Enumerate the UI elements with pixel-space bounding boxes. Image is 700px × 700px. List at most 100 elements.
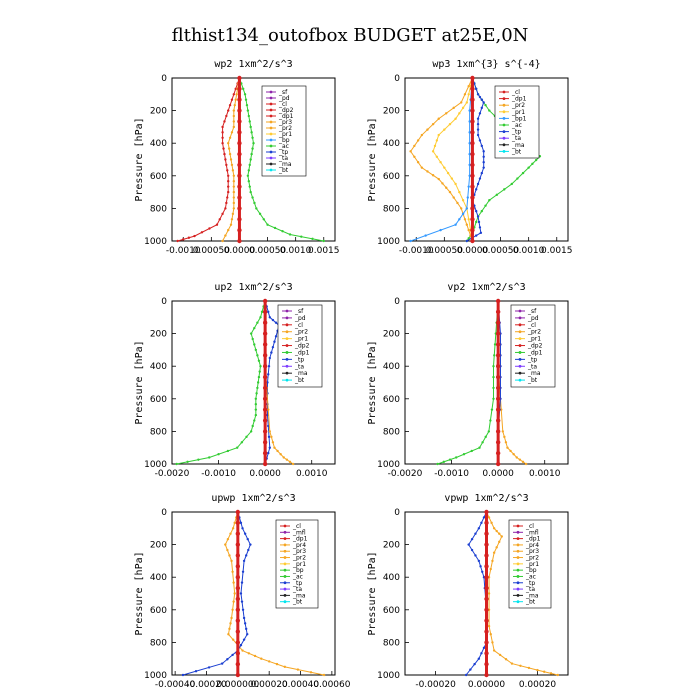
- series-marker-ac: [256, 354, 259, 357]
- series-marker-pr1: [437, 133, 440, 137]
- series-marker-ac: [493, 354, 496, 357]
- series-marker-ac: [322, 239, 325, 243]
- series-marker-pr: [285, 458, 289, 461]
- series-marker-pr: [291, 462, 295, 466]
- series-marker-pr: [510, 662, 514, 665]
- series-marker-cl: [495, 353, 501, 358]
- series-marker-pr: [463, 93, 467, 96]
- series-marker-pr: [463, 218, 467, 221]
- series-marker-pr: [500, 535, 503, 538]
- series-marker-ac: [258, 212, 262, 216]
- series-marker-tp: [247, 548, 250, 552]
- series-marker-ac: [254, 348, 258, 352]
- legend-marker: [269, 126, 273, 130]
- series-marker-pr: [527, 666, 531, 670]
- series-marker-cl: [484, 575, 489, 580]
- series-marker-tp: [476, 122, 480, 126]
- series-marker-cl: [484, 640, 489, 645]
- legend-marker: [285, 351, 289, 354]
- series-marker-pr: [448, 190, 452, 194]
- series-marker-dp: [221, 136, 224, 139]
- series-marker-dp: [226, 196, 229, 199]
- series-marker-tp: [479, 231, 483, 235]
- series-marker-bp: [468, 109, 471, 112]
- series-marker-pr: [232, 581, 235, 584]
- panel-4: vp2 1xm^2/s^3 Pressure [hPa] 0 200 400 600 800…: [367, 282, 569, 479]
- series-marker-pr: [519, 664, 522, 667]
- series-marker-pr1: [465, 101, 469, 104]
- series-marker-ac: [255, 207, 258, 210]
- series-marker-pr: [241, 649, 244, 652]
- series-marker-pr: [230, 559, 233, 563]
- series-marker-cl: [495, 320, 501, 325]
- series-marker-pr: [524, 462, 528, 466]
- legend-marker: [269, 120, 273, 124]
- legend-marker: [285, 378, 289, 382]
- x-tick-label: -0.0010: [399, 246, 434, 256]
- series-marker-tp: [220, 662, 224, 665]
- series-marker-tp: [242, 559, 246, 563]
- series-marker-cl: [470, 97, 475, 102]
- legend-label: _mfl: [525, 529, 539, 536]
- legend-marker: [516, 543, 520, 547]
- series-marker-bp: [465, 207, 469, 210]
- series-marker-pr: [426, 170, 429, 173]
- series-marker-dp: [200, 231, 204, 234]
- legend-marker: [518, 316, 522, 320]
- legend-marker: [518, 357, 522, 361]
- series-marker-cl: [237, 97, 242, 102]
- series-marker-tp: [274, 321, 278, 324]
- series-marker-pr: [556, 673, 560, 677]
- series-marker-pr: [227, 228, 230, 232]
- series-marker-ac: [478, 446, 481, 449]
- series-marker-pr: [231, 570, 234, 573]
- series-marker-cl: [495, 342, 501, 347]
- series-marker-dp: [225, 201, 228, 205]
- series-marker-pr: [426, 128, 429, 131]
- series-marker-dp: [208, 227, 211, 230]
- series-marker-bp: [424, 234, 427, 237]
- series-marker-pr: [227, 142, 230, 145]
- series-marker-tp: [267, 435, 271, 439]
- series-marker-cl: [495, 309, 501, 315]
- legend-label: _dp2: [278, 107, 294, 114]
- series-marker-ac: [484, 103, 487, 107]
- series-marker-tp: [207, 666, 211, 669]
- legend-label: _cl: [292, 523, 301, 530]
- series-marker-pr: [247, 652, 250, 655]
- series-marker-ac: [252, 142, 255, 145]
- legend-marker: [502, 150, 506, 153]
- series-marker-pr: [309, 671, 313, 674]
- series-marker-pr1: [461, 199, 465, 202]
- series-marker-cl: [495, 385, 501, 391]
- series-marker-bp: [468, 152, 471, 156]
- series-marker-ac: [249, 190, 252, 194]
- series-marker-tp: [474, 554, 477, 557]
- series-marker-tp: [482, 150, 485, 153]
- series-marker-pr1: [443, 128, 446, 131]
- series-marker-ac: [492, 365, 495, 368]
- series-marker-cl: [470, 184, 475, 189]
- legend-label: _cl: [511, 89, 520, 96]
- series-marker-pr: [456, 201, 459, 205]
- series-marker-ac: [248, 163, 251, 167]
- series-marker-ac: [249, 125, 252, 129]
- series-marker-tp: [482, 166, 485, 169]
- series-marker-cl: [235, 585, 241, 591]
- series-marker-pr: [230, 131, 234, 134]
- series-marker-dp: [234, 87, 237, 91]
- series-marker-pr1: [433, 144, 437, 148]
- series-marker-cl: [484, 629, 489, 634]
- series-marker-tp: [478, 95, 482, 99]
- y-axis-label: Pressure [hPa]: [367, 551, 378, 635]
- series-marker-cl: [237, 162, 242, 168]
- series-marker-pr: [231, 169, 235, 172]
- series-marker-tp: [480, 521, 483, 525]
- legend-label: _tp: [511, 129, 521, 136]
- series-marker-cl: [495, 461, 501, 467]
- series-marker-tp: [482, 161, 485, 164]
- series-marker-pr1: [461, 106, 465, 110]
- series-marker-tp: [480, 171, 484, 175]
- series-marker-ac: [186, 460, 189, 464]
- legend-marker: [502, 110, 506, 114]
